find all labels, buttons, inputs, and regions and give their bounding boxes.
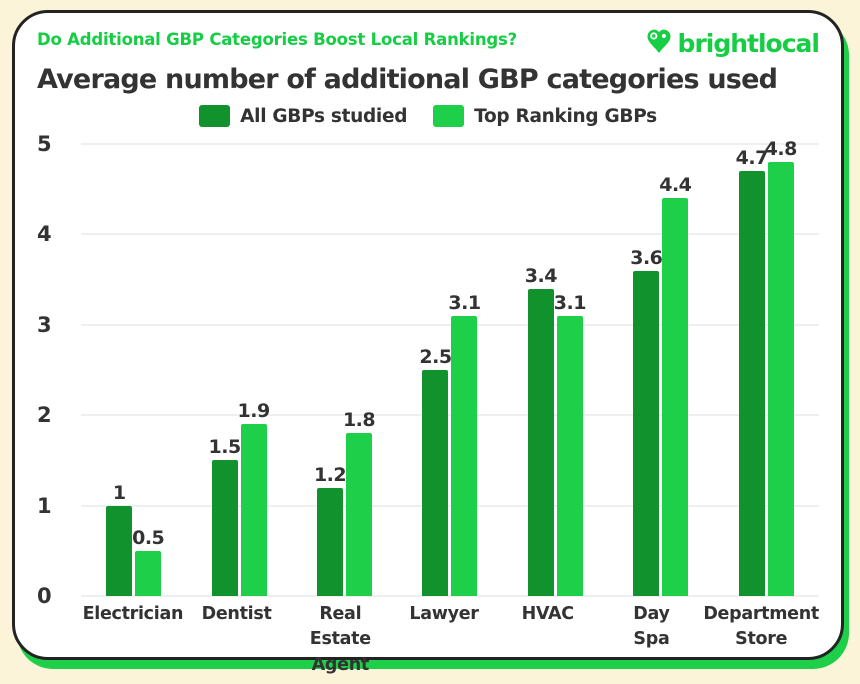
x-axis-label: HVAC bbox=[521, 604, 575, 624]
x-axis-label: Lawyer bbox=[409, 604, 479, 624]
bar: 3.6 bbox=[630, 247, 663, 596]
bar: 4.8 bbox=[765, 138, 797, 596]
bar-value-label: 0.5 bbox=[132, 526, 165, 549]
bar: 4.4 bbox=[659, 174, 692, 596]
x-axis-label: Electrician bbox=[82, 604, 184, 624]
x-axis: Electrician Dentist Real Estate Agent Lawyer… bbox=[81, 602, 820, 678]
gridline bbox=[81, 414, 819, 417]
bar: 0.5 bbox=[132, 527, 165, 596]
gridline bbox=[81, 323, 819, 326]
bar: 1 bbox=[106, 482, 133, 596]
plot-area: 1 0.5 1.5 1.9 1.2 1.8 2.5 3.1 3.4 3.1 3.6 4.4 4.7 4.8 bbox=[81, 138, 819, 597]
y-tick-label: 0 bbox=[37, 584, 52, 608]
legend: All GBPs studied Top Ranking GBPs bbox=[37, 102, 819, 130]
bar: 1.8 bbox=[343, 409, 376, 596]
bar: 3.1 bbox=[554, 292, 586, 596]
header: Do Additional GBP Categories Boost Local… bbox=[37, 26, 820, 60]
bar-group: 1 0.5 bbox=[81, 144, 186, 596]
bar-groups: 1 0.5 1.5 1.9 1.2 1.8 2.5 3.1 3.4 3.1 3.6 4.4 4.7 4.8 bbox=[81, 138, 819, 596]
legend-swatch bbox=[433, 105, 465, 127]
legend-label: All GBPs studied bbox=[240, 105, 408, 127]
x-axis-label: Real Estate Agent bbox=[309, 604, 371, 675]
legend-item: Top Ranking GBPs bbox=[433, 105, 657, 127]
gridline bbox=[81, 595, 819, 597]
bar-value-label: 1 bbox=[112, 481, 126, 504]
y-tick-label: 4 bbox=[37, 222, 52, 247]
bar: 2.5 bbox=[419, 346, 452, 596]
x-axis-label: Dentist bbox=[201, 604, 272, 624]
y-tick-label: 1 bbox=[37, 493, 52, 518]
bar-group: 4.7 4.8 bbox=[714, 138, 819, 596]
y-tick-label: 2 bbox=[37, 403, 52, 428]
y-tick-label: 5 bbox=[37, 132, 52, 156]
bar-value-label: 4.8 bbox=[764, 138, 798, 161]
bar-value-label: 3.6 bbox=[630, 246, 663, 269]
bar-group: 3.6 4.4 bbox=[608, 144, 713, 596]
bar-value-label: 1.2 bbox=[313, 463, 347, 486]
legend-swatch bbox=[199, 105, 231, 127]
legend-item: All GBPs studied bbox=[199, 105, 407, 127]
gridline bbox=[81, 143, 819, 145]
bar-value-label: 1.5 bbox=[208, 436, 242, 459]
y-tick-label: 3 bbox=[37, 312, 52, 337]
bar-group: 3.4 3.1 bbox=[503, 144, 608, 596]
bar-value-label: 1.8 bbox=[342, 409, 376, 432]
bar-group: 2.5 3.1 bbox=[397, 144, 502, 596]
legend-label: Top Ranking GBPs bbox=[474, 105, 657, 127]
bar: 3.4 bbox=[525, 265, 557, 596]
x-axis-label: Day Spa bbox=[633, 604, 670, 650]
kicker-text: Do Additional GBP Categories Boost Local… bbox=[37, 30, 517, 49]
brightlocal-heart-pin-icon bbox=[644, 26, 674, 60]
bar-group: 1.2 1.8 bbox=[292, 144, 397, 596]
bar: 3.1 bbox=[448, 292, 481, 596]
bar-value-label: 4.4 bbox=[659, 174, 692, 197]
gridline bbox=[81, 233, 819, 236]
bar-value-label: 4.7 bbox=[735, 147, 769, 170]
bar-group: 1.5 1.9 bbox=[186, 144, 291, 596]
y-axis: 0 1 2 3 4 5 bbox=[37, 132, 81, 608]
bar: 1.5 bbox=[209, 436, 241, 596]
chart-card: Do Additional GBP Categories Boost Local… bbox=[12, 10, 844, 675]
bar-value-label: 2.5 bbox=[419, 346, 452, 368]
bar-value-label: 3.1 bbox=[448, 291, 481, 314]
bar-value-label: 3.4 bbox=[524, 264, 558, 287]
bar-value-label: 1.9 bbox=[237, 400, 271, 423]
chart-title: Average number of additional GBP categor… bbox=[37, 64, 778, 95]
brightlocal-logo-text: brightlocal bbox=[677, 28, 820, 58]
bar: 1.9 bbox=[238, 400, 270, 596]
bar-value-label: 3.1 bbox=[553, 291, 587, 314]
gridline bbox=[81, 504, 819, 507]
x-axis-label: Department Store bbox=[703, 604, 819, 650]
bar: 1.2 bbox=[314, 464, 347, 596]
brightlocal-logo: brightlocal bbox=[644, 26, 820, 60]
bar: 4.7 bbox=[736, 147, 768, 596]
